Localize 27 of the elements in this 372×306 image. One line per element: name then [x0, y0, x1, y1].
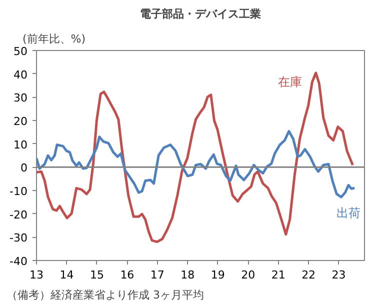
chart-title: 電子部品・デバイス工業 — [140, 8, 261, 20]
y-tick-label: 30 — [14, 92, 28, 105]
x-tick-label: 19 — [210, 268, 225, 282]
x-tick-label: 14 — [60, 268, 74, 282]
x-tick-label: 22 — [302, 268, 316, 282]
series-label: 在庫 — [278, 74, 302, 89]
y-tick-label: -20 — [10, 208, 28, 222]
y-tick-label: 10 — [14, 138, 28, 152]
x-tick-label: 18 — [180, 268, 195, 282]
text: （備考）経済産業省より作成 3ヶ月平均 — [6, 288, 204, 302]
y-tick-label: 40 — [14, 68, 28, 82]
y-tick-label: 0 — [20, 162, 28, 175]
x-tick-label: 23 — [332, 268, 346, 282]
y-axis-title: (前年比、%) — [22, 32, 86, 46]
y-tick-label: -40 — [10, 255, 28, 268]
x-tick-label: 13 — [30, 268, 44, 282]
y-tick-label: 20 — [14, 115, 28, 128]
y-tick-label: 50 — [14, 45, 28, 58]
y-tick-label: -10 — [10, 185, 28, 198]
x-tick-label: 20 — [241, 268, 256, 282]
x-tick-label: 16 — [120, 268, 134, 282]
line-series — [36, 130, 356, 198]
y-tick-label: -30 — [10, 232, 28, 245]
series-label: 出荷 — [336, 206, 361, 220]
x-tick-label: 17 — [150, 268, 164, 282]
x-tick-label: 21 — [271, 268, 286, 282]
x-tick-label: 15 — [90, 268, 104, 282]
